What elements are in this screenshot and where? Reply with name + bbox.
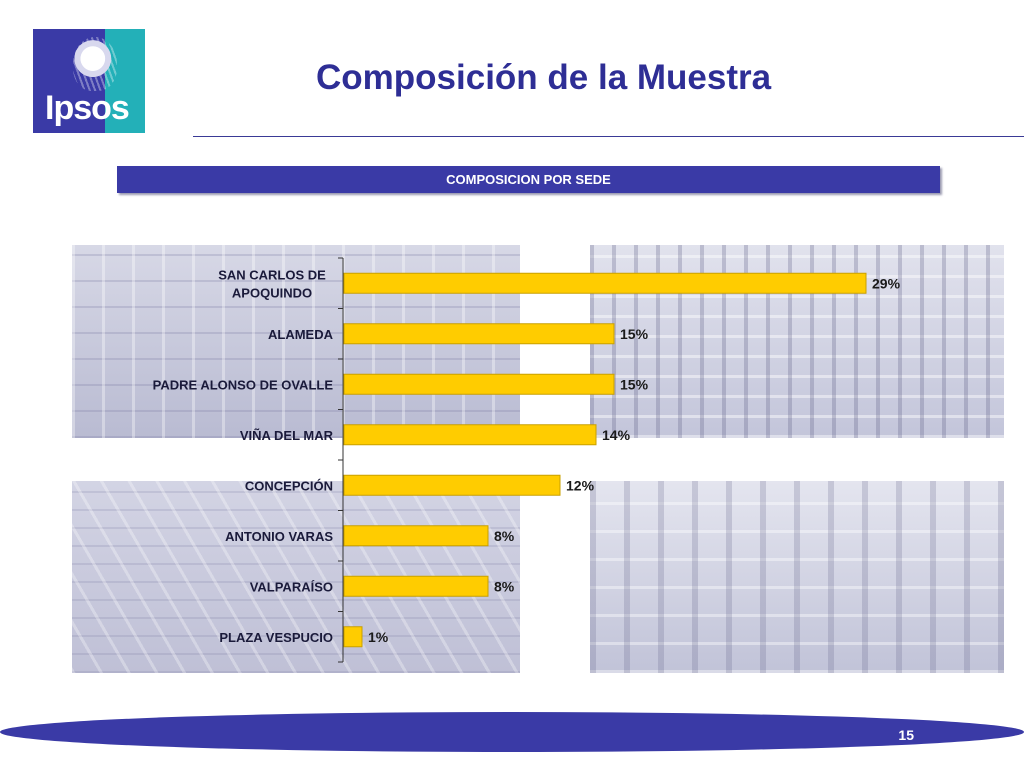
category-label: ANTONIO VARAS — [225, 529, 333, 544]
bar — [343, 525, 489, 547]
bar — [343, 424, 597, 446]
data-label: 8% — [494, 578, 515, 594]
ipsos-logo: Ipsos — [33, 29, 145, 133]
category-label: VIÑA DEL MAR — [240, 428, 334, 443]
category-label: SAN CARLOS DE — [218, 267, 326, 282]
background-photo-building-1 — [72, 245, 520, 438]
data-label: 1% — [368, 629, 389, 645]
data-label: 8% — [494, 528, 515, 544]
bar — [343, 575, 489, 597]
data-label: 15% — [620, 326, 649, 342]
title-divider — [193, 136, 1024, 137]
background-photo-building-4 — [590, 481, 1004, 673]
logo-text: Ipsos — [45, 89, 130, 127]
footer-band — [0, 712, 1024, 752]
category-label: PADRE ALONSO DE OVALLE — [153, 377, 334, 392]
page-title: Composición de la Muestra — [316, 58, 772, 97]
data-label: 12% — [566, 477, 595, 493]
bar — [343, 272, 867, 294]
bar — [343, 373, 615, 395]
data-label: 15% — [620, 376, 649, 392]
category-label: VALPARAÍSO — [250, 579, 333, 594]
data-label: 14% — [602, 427, 631, 443]
section-header: COMPOSICION POR SEDE — [117, 166, 940, 193]
category-label: CONCEPCIÓN — [245, 478, 333, 493]
bar — [343, 474, 561, 496]
category-label: ALAMEDA — [268, 327, 334, 342]
bar — [343, 323, 615, 345]
category-label: APOQUINDO — [232, 285, 312, 300]
logo-head-icon — [73, 37, 117, 91]
page-number: 15 — [898, 727, 914, 743]
bar — [343, 626, 363, 648]
data-label: 29% — [872, 275, 901, 291]
category-label: PLAZA VESPUCIO — [219, 630, 333, 645]
